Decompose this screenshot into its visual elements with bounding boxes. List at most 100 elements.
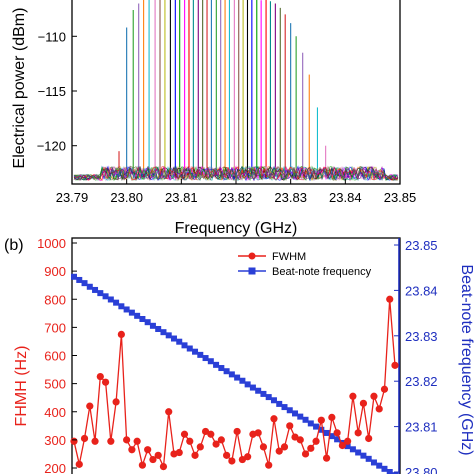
beat-note-point	[181, 342, 188, 349]
beat-note-point	[81, 280, 88, 287]
beat-note-point	[376, 462, 383, 469]
fwhm-point	[144, 446, 152, 454]
fwhm-point	[328, 413, 336, 421]
y2-tick-label: 23.84	[405, 283, 438, 298]
fwhm-point	[165, 408, 173, 416]
fwhm-series	[70, 295, 399, 471]
fwhm-point	[75, 460, 83, 468]
panel-a-x-ticks: 23.79 23.80 23.81 23.82 23.83 23.84 23.85	[56, 179, 417, 205]
beat-note-point	[223, 368, 230, 375]
fwhm-point	[228, 457, 236, 465]
fwhm-point	[207, 430, 215, 438]
x-tick-label: 23.83	[274, 190, 307, 205]
beat-note-point	[239, 377, 246, 384]
fwhm-point	[201, 427, 210, 436]
x-axis-label-a: Frequency (GHz)	[175, 220, 298, 237]
fwhm-point	[275, 447, 283, 455]
beat-note-point	[207, 358, 214, 365]
legend-fwhm-label: FWHM	[272, 251, 306, 263]
y2-tick-label: 23.83	[405, 329, 438, 344]
fwhm-point	[138, 461, 147, 469]
y-tick-label-b: 200	[44, 461, 66, 474]
fwhm-point	[196, 443, 204, 451]
beat-note-point	[249, 384, 256, 391]
y2-tick-label: 23.80	[405, 465, 438, 474]
beat-note-point	[370, 459, 377, 466]
beat-note-point	[97, 290, 104, 297]
fwhm-point	[191, 451, 199, 459]
legend-fwhm-marker	[248, 252, 256, 260]
beat-note-point	[244, 381, 251, 388]
y-axis-label-a: Electrical power (dBm)	[11, 8, 28, 169]
y-tick-label-b: 700	[44, 320, 66, 335]
beat-note-point	[107, 296, 114, 303]
noise-trace	[73, 165, 399, 182]
fwhm-point	[349, 392, 357, 400]
beat-note-point	[276, 400, 283, 407]
beat-note-point	[149, 322, 156, 329]
noise-trace	[73, 165, 399, 182]
y-tick-label-b: 1000	[37, 236, 66, 251]
beat-note-point	[349, 446, 356, 453]
beat-note-point	[270, 397, 277, 404]
beat-note-point	[265, 394, 272, 401]
fwhm-point	[265, 461, 273, 469]
fwhm-point	[386, 295, 394, 303]
y-tick-label-b: 500	[44, 377, 66, 392]
fwhm-point	[338, 441, 346, 450]
beat-note-point	[144, 319, 151, 326]
y-tick-label: −115	[38, 84, 66, 99]
beat-note-point	[360, 452, 367, 459]
y2-tick-label: 23.82	[405, 374, 438, 389]
panel-b-right-ticks: 23.80 23.81 23.82 23.83 23.84 23.85	[394, 238, 438, 474]
beat-note-point	[381, 465, 388, 472]
beat-note-point	[297, 413, 304, 420]
fwhm-point	[254, 429, 262, 437]
fwhm-point	[101, 378, 110, 386]
fwhm-point	[365, 434, 373, 443]
y-tick-label-b: 300	[44, 433, 66, 448]
fwhm-point	[238, 455, 246, 464]
fwhm-point	[259, 443, 268, 451]
y-tick-label-b: 800	[44, 292, 66, 307]
beat-note-point	[71, 273, 77, 280]
y-tick-label: −110	[38, 29, 66, 44]
x-tick-label: 23.84	[329, 190, 362, 205]
beat-note-point	[192, 348, 199, 355]
fwhm-point	[117, 330, 125, 339]
panel-a: 23.79 23.80 23.81 23.82 23.83 23.84 23.85 −110…	[11, 0, 416, 237]
x-tick-label: 23.80	[110, 190, 143, 205]
legend-beat-marker	[248, 267, 256, 275]
beat-note-point	[234, 374, 241, 381]
beat-note-point	[170, 335, 177, 342]
fwhm-point	[159, 462, 168, 471]
y-tick-label-b: 400	[44, 405, 66, 420]
fwhm-point	[91, 437, 99, 445]
fwhm-point	[149, 455, 157, 464]
beat-note-point	[302, 416, 309, 423]
beat-note-point	[160, 329, 167, 336]
y2-tick-label: 23.85	[405, 238, 438, 253]
fwhm-point	[186, 437, 194, 445]
fwhm-point	[317, 416, 325, 424]
fwhm-point	[391, 361, 399, 369]
beat-note-series	[71, 273, 398, 474]
fwhm-point	[333, 429, 341, 437]
fwhm-point	[96, 372, 104, 381]
fwhm-point	[233, 427, 241, 436]
fwhm-point	[344, 437, 352, 445]
legend: FWHM Beat-note frequency	[238, 251, 372, 278]
beat-note-point	[102, 293, 109, 300]
fwhm-point	[380, 385, 389, 393]
fwhm-point	[133, 437, 141, 445]
beat-note-point	[260, 390, 267, 397]
x-tick-label: 23.85	[384, 190, 417, 205]
beat-note-point	[186, 345, 193, 352]
fwhm-point	[70, 437, 78, 445]
panel-b-left-ticks: 200 300 400 500 600 700 800 900 1000	[37, 236, 77, 474]
fwhm-point	[223, 451, 231, 459]
x-tick-label: 23.82	[220, 190, 253, 205]
noise-floor	[73, 165, 399, 182]
beat-note-point	[197, 351, 204, 358]
